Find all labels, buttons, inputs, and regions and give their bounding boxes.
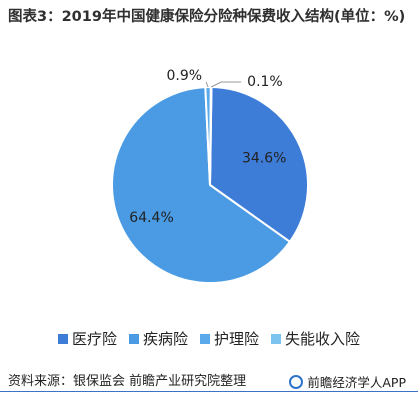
legend-item: 护理险 [200,328,259,349]
leader-line [210,81,242,88]
leader-line [205,81,209,88]
slice-label: 0.1% [247,74,283,90]
legend-label: 护理险 [214,330,260,348]
legend-label: 疾病险 [142,330,188,348]
legend-swatch [128,333,139,344]
legend-swatch [200,333,210,344]
footer-divider [0,391,418,392]
pie-chart: 34.6% 64.4% 0.9% 0.1% [111,68,309,284]
legend-swatch [57,333,68,344]
legend: 医疗险 疾病险 护理险 失能收入险 [0,328,418,349]
pie-slice [111,86,292,284]
legend-item: 医疗险 [57,328,117,349]
legend-item: 失能收入险 [271,328,360,349]
legend-label: 失能收入险 [285,330,361,348]
legend-swatch [271,333,282,344]
slice-label: 34.6% [242,151,286,167]
source-note: 资料来源：银保监会 前瞻产业研究院整理 [8,374,247,389]
legend-item: 疾病险 [128,328,188,349]
chart-title: 图表3：2019年中国健康保险分险种保费收入结构(单位：%) [8,9,406,25]
slice-label: 0.9% [167,68,203,84]
pie-slice [208,85,309,244]
legend-label: 医疗险 [71,330,117,348]
brand-footer: 前瞻经济学人APP [289,372,406,391]
brand-text: 前瞻经济学人APP [307,375,406,390]
brand-logo-icon [289,374,304,389]
slice-label: 64.4% [129,210,173,226]
